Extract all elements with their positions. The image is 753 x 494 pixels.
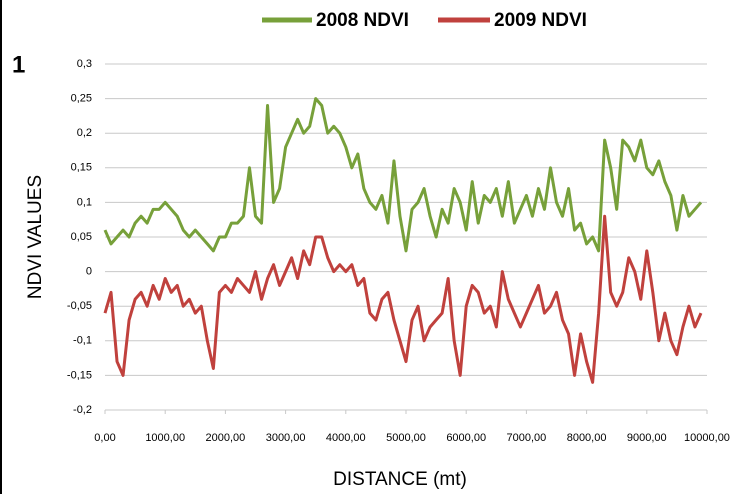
y-tick-label: 0,3 xyxy=(77,58,92,70)
x-tick-label: 10000,00 xyxy=(684,432,730,444)
x-tick-label: 8000,00 xyxy=(567,432,607,444)
x-tick-label: 9000,00 xyxy=(627,432,667,444)
y-axis-label: NDVI VALUES xyxy=(25,175,46,299)
x-tick-label: 4000,00 xyxy=(326,432,366,444)
x-tick-label: 6000,00 xyxy=(446,432,486,444)
y-tick-label: 0,05 xyxy=(71,231,92,243)
legend-label: 2008 NDVI xyxy=(316,10,409,31)
y-tick-label: 0 xyxy=(86,266,92,278)
legend-label: 2009 NDVI xyxy=(494,10,587,31)
series-line xyxy=(103,214,703,384)
y-tick-label: -0,1 xyxy=(73,335,92,347)
y-tick-label: -0,2 xyxy=(73,404,92,416)
x-tick-label: 7000,00 xyxy=(507,432,547,444)
x-axis-label: DISTANCE (mt) xyxy=(333,469,467,490)
y-tick-label: -0,05 xyxy=(67,300,92,312)
y-tick-label: 0,1 xyxy=(77,196,92,208)
x-tick-label: 5000,00 xyxy=(386,432,426,444)
panel-label: 1 xyxy=(12,51,25,78)
y-tick-label: 0,15 xyxy=(71,162,92,174)
x-tick-label: 2000,00 xyxy=(206,432,246,444)
series-line xyxy=(103,97,703,253)
y-tick-label: 0,2 xyxy=(77,127,92,139)
y-tick-label: 0,25 xyxy=(71,93,92,105)
x-tick-label: 3000,00 xyxy=(266,432,306,444)
x-tick-label: 1000,00 xyxy=(145,432,185,444)
y-tick-label: -0,15 xyxy=(67,369,92,381)
x-tick-label: 0,00 xyxy=(94,432,115,444)
